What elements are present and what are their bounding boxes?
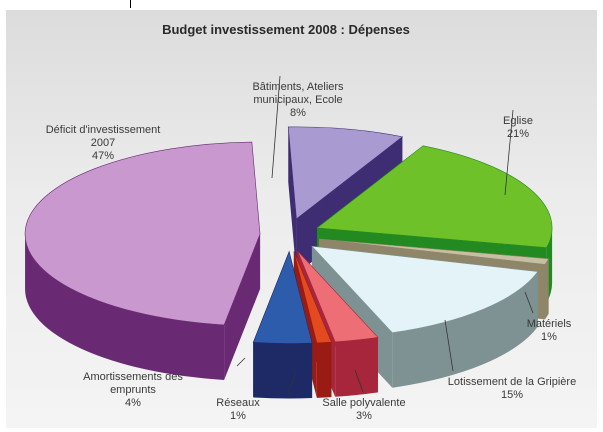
slice-label-line: Eglise	[503, 115, 533, 127]
slice-label-line: Matériels	[527, 318, 572, 330]
slice-label-line: emprunts	[110, 384, 156, 396]
slice-rim	[25, 234, 225, 380]
slice-label-line: 2007	[91, 137, 115, 149]
slice-rim	[335, 337, 378, 397]
slice-label-line: Bâtiments, Ateliers	[252, 81, 344, 93]
slice-label-line: Amortissements des	[83, 371, 183, 383]
slice-top	[287, 126, 404, 220]
slice-label-line: 21%	[507, 128, 529, 140]
leader-line	[271, 75, 281, 179]
slice-rim	[392, 271, 538, 388]
slice-label: Eglise 21%	[503, 115, 533, 140]
slice-label-line: Salle polyvalente	[322, 397, 405, 409]
slice-label: Bâtiments, Ateliers municipaux, Ecole 8%	[252, 81, 344, 119]
slice-top	[252, 250, 313, 344]
slice-top	[319, 238, 550, 265]
slice-label-line: Déficit d'investissement	[46, 124, 161, 136]
slice-label-line: 4%	[125, 397, 141, 409]
slice-label-line: 47%	[92, 150, 114, 162]
slice-label-line: municipaux, Ecole	[253, 94, 342, 106]
slice-rim	[253, 342, 313, 399]
slice-label: Déficit d'investissement 2007 47%	[46, 124, 161, 162]
leader-line	[444, 319, 454, 372]
slice-label: Amortissements des emprunts 4%	[83, 371, 183, 409]
pie-slice	[297, 250, 379, 397]
slice-label: Réseaux 1%	[216, 397, 260, 422]
slice-label: Salle polyvalente 3%	[322, 397, 405, 422]
leader-line	[354, 369, 364, 393]
slice-rim	[316, 342, 332, 398]
slice-label-line: 3%	[356, 410, 372, 422]
slice-side-wall	[288, 126, 297, 274]
chart-title: Budget investissement 2008 : Dépenses	[162, 22, 410, 37]
slice-top	[293, 251, 332, 344]
leader-line	[524, 291, 534, 314]
leader-line	[236, 357, 246, 367]
slice-side-wall	[224, 234, 261, 380]
slice-top	[24, 141, 261, 326]
pie-slice	[252, 250, 313, 399]
text-cursor	[130, 0, 131, 8]
slice-label: Matériels 1%	[527, 318, 572, 343]
top-strip	[0, 0, 603, 10]
slice-top	[297, 250, 379, 343]
slice-label: Lotissement de la Gripière 15%	[448, 376, 576, 401]
slice-label-line: Lotissement de la Gripière	[448, 376, 576, 388]
slice-rim	[544, 258, 549, 320]
slice-label-line: 8%	[290, 107, 306, 119]
leader-line	[287, 372, 297, 393]
pie-slice	[24, 141, 261, 380]
slice-label-line: 1%	[230, 410, 246, 422]
slice-top	[311, 245, 539, 334]
slice-top	[316, 145, 553, 248]
slice-label-line: 15%	[501, 389, 523, 401]
slice-label-line: 1%	[541, 331, 557, 343]
slice-label-line: Réseaux	[216, 397, 260, 409]
leader-line	[504, 109, 514, 196]
